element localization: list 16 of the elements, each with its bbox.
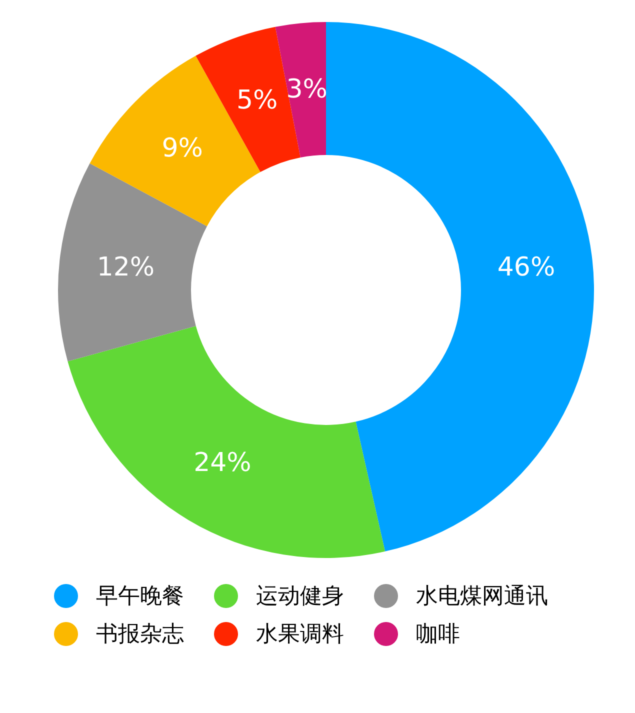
data-label: 46% bbox=[497, 252, 556, 283]
donut-slice bbox=[326, 22, 594, 552]
data-label: 24% bbox=[194, 448, 252, 478]
donut-slice bbox=[58, 163, 208, 362]
data-label: 5% bbox=[236, 86, 278, 116]
data-label: 12% bbox=[96, 252, 155, 283]
legend-label: 早午晚餐 bbox=[96, 583, 184, 611]
donut-slice bbox=[275, 22, 326, 158]
legend-label: 水电煤网通讯 bbox=[416, 583, 548, 611]
legend-label: 书报杂志 bbox=[96, 621, 184, 649]
legend-label: 水果调料 bbox=[256, 621, 344, 649]
donut-slice bbox=[68, 326, 386, 558]
legend-label: 咖啡 bbox=[416, 621, 460, 649]
legend-label: 运动健身 bbox=[256, 583, 344, 611]
data-label: 9% bbox=[162, 134, 204, 164]
data-label: 3% bbox=[286, 74, 328, 104]
